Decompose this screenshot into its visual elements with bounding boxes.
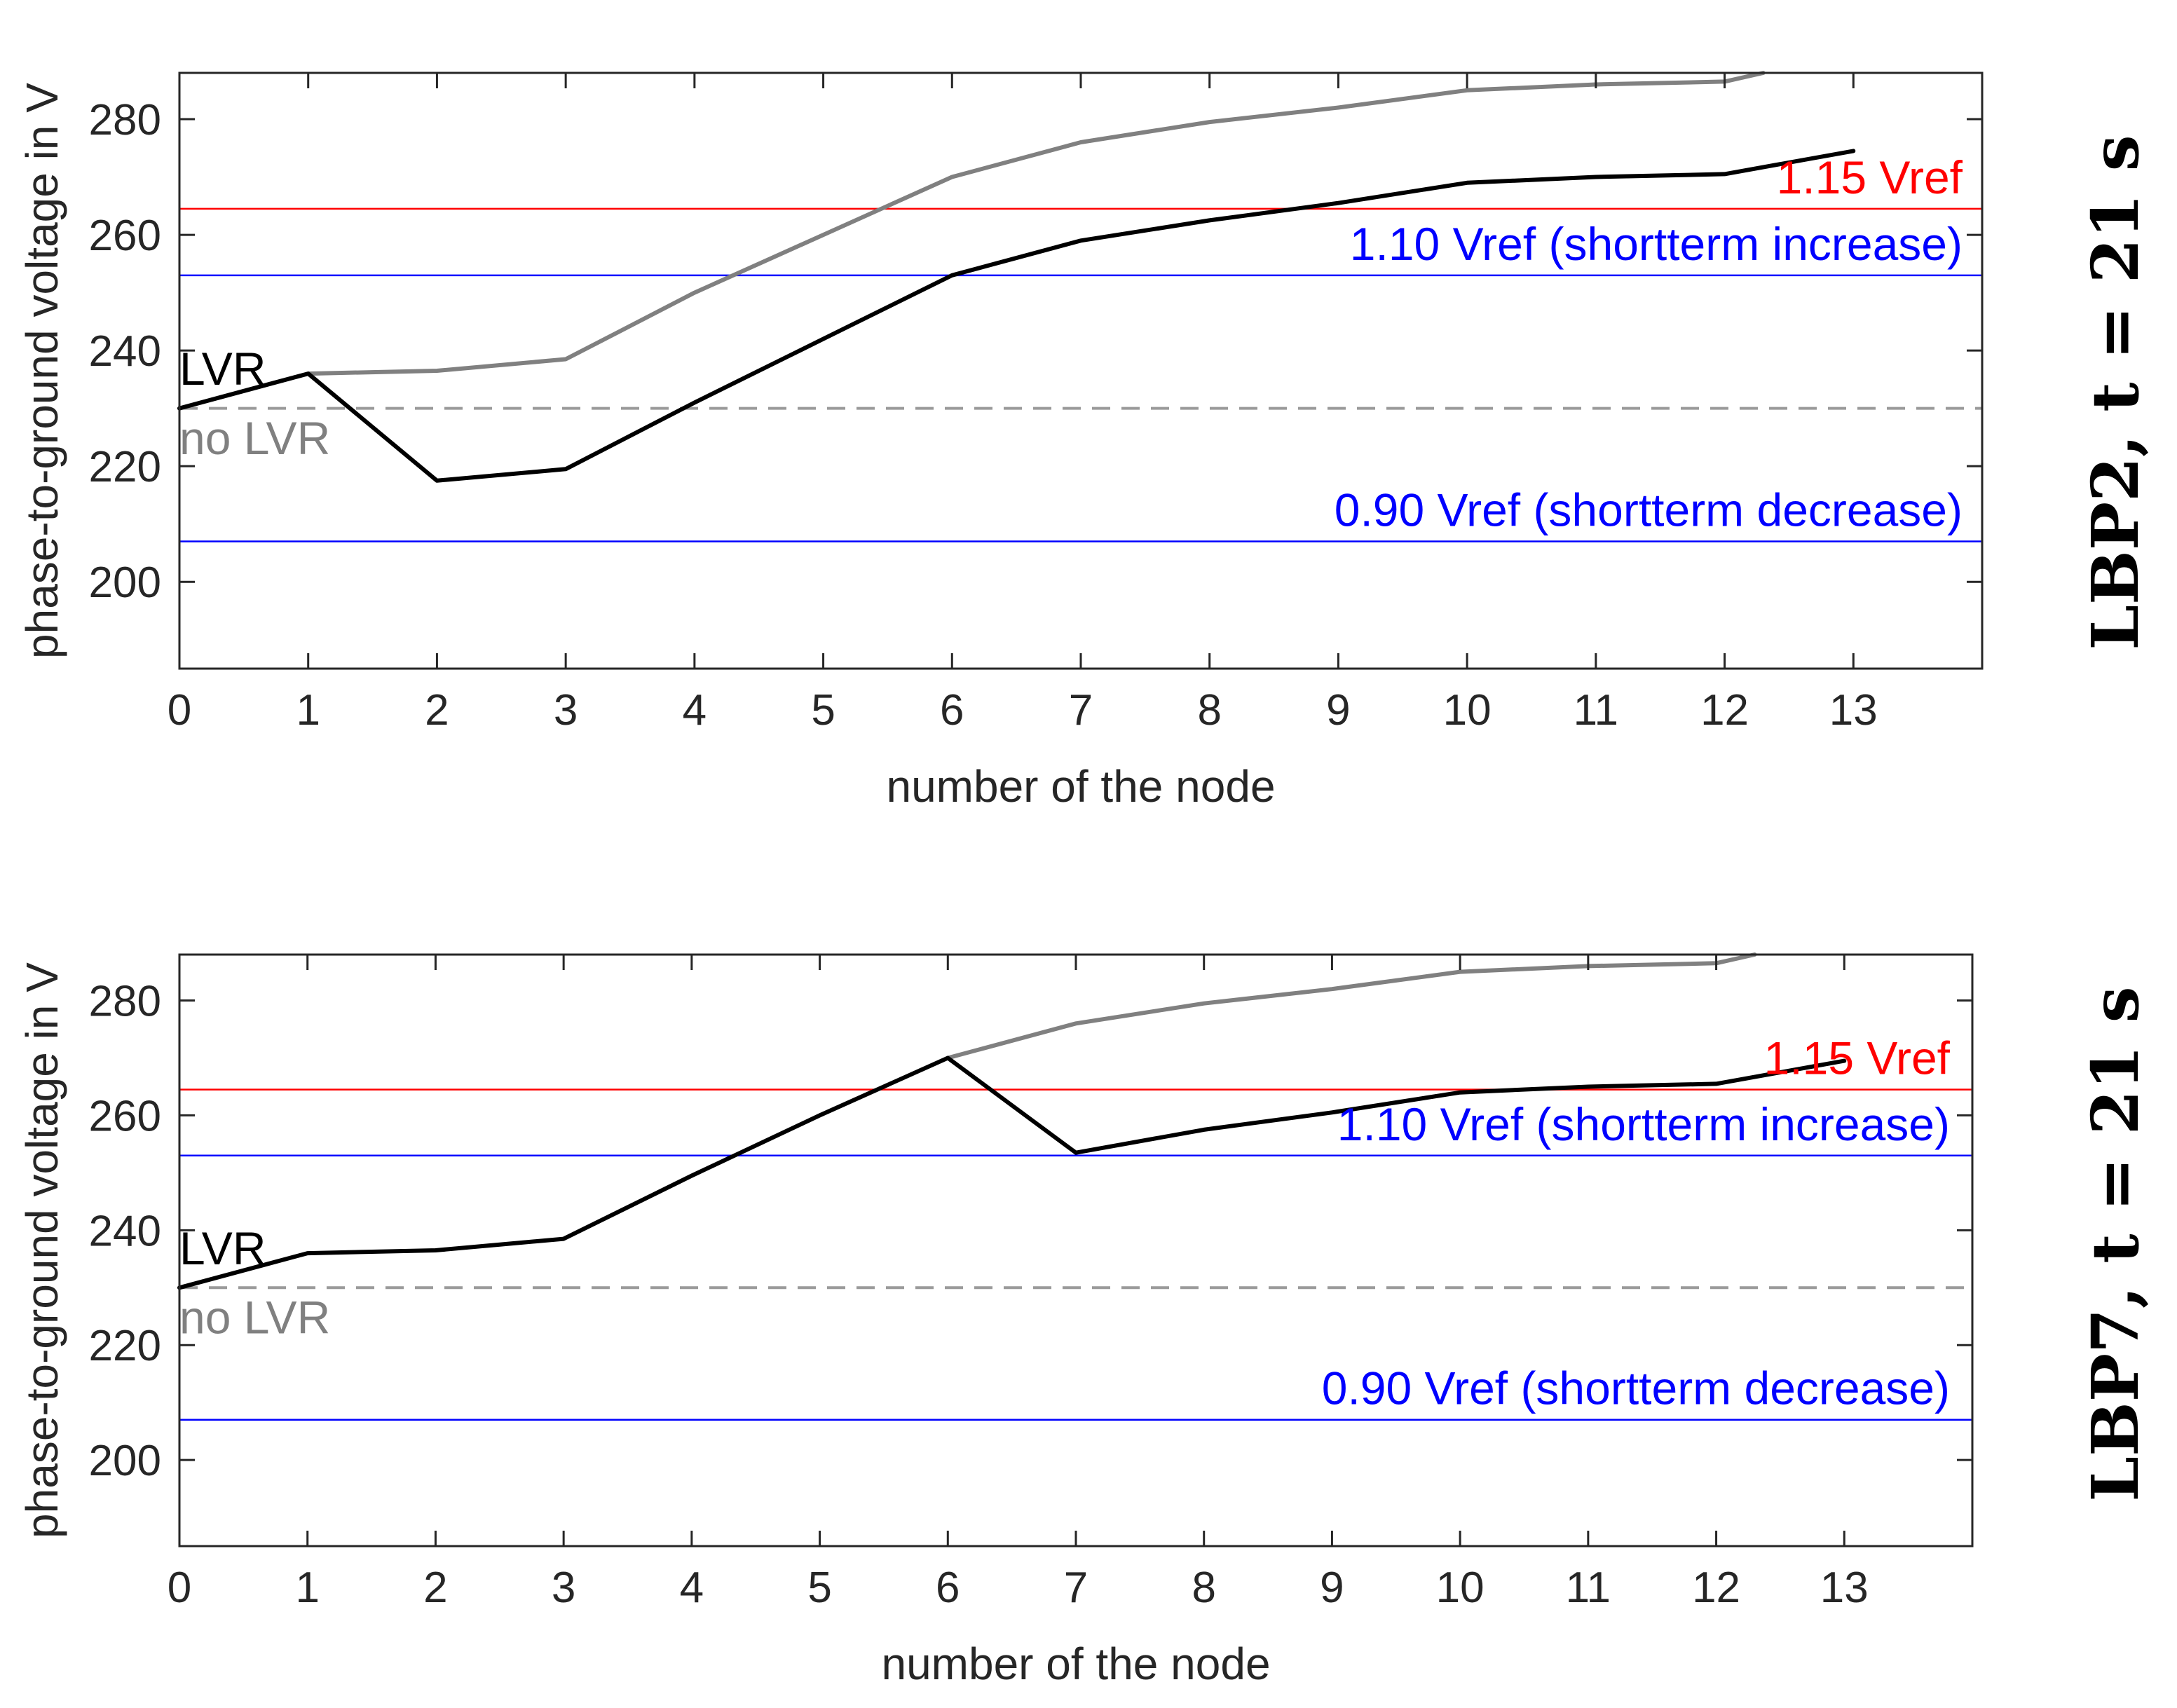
y-tick-label: 260	[89, 1092, 161, 1140]
x-tick-label: 5	[807, 1564, 831, 1612]
series-line-lvr	[177, 1055, 1847, 1290]
y-tick-label: 280	[89, 978, 161, 1026]
x-tick-label: 2	[425, 686, 449, 735]
series-line-lvr	[177, 149, 1856, 483]
x-tick-label: 13	[1820, 1564, 1869, 1612]
y-tick-label: 220	[89, 443, 161, 491]
x-tick-label: 12	[1700, 686, 1749, 735]
y-tick-label: 220	[89, 1322, 161, 1370]
series-line-no-lvr	[946, 952, 1757, 1060]
x-tick-label: 12	[1692, 1564, 1740, 1612]
y-tick-label: 280	[89, 96, 161, 144]
x-tick-label: 4	[680, 1564, 704, 1612]
x-tick-label: 13	[1829, 686, 1878, 735]
x-tick-label: 7	[1069, 686, 1093, 735]
x-tick-label: 6	[936, 1564, 960, 1612]
reference-line-label: 1.10 Vref (shortterm increase)	[1337, 1098, 1950, 1150]
x-axis-label: number of the node	[886, 761, 1275, 812]
reference-line-label: 1.15 Vref	[1764, 1032, 1951, 1084]
y-tick-label: 260	[89, 212, 161, 260]
x-tick-label: 1	[296, 686, 320, 735]
x-tick-label: 9	[1326, 686, 1350, 735]
x-tick-label: 0	[168, 1564, 191, 1612]
x-tick-label: 3	[554, 686, 578, 735]
x-tick-label: 9	[1320, 1564, 1344, 1612]
y-tick-label: 200	[89, 559, 161, 607]
x-tick-label: 4	[683, 686, 707, 735]
x-tick-label: 8	[1197, 686, 1221, 735]
series-line-no-lvr	[177, 71, 1766, 411]
reference-line-label: 1.10 Vref (shortterm increase)	[1350, 218, 1963, 270]
x-tick-label: 7	[1064, 1564, 1088, 1612]
plot-area	[179, 955, 1972, 1546]
y-tick-label: 200	[89, 1437, 161, 1485]
y-axis-label: phase-to-ground voltage in V	[17, 83, 67, 659]
chart-panel-1: 1.15 Vref 1.10 Vref (shortterm increase) 0…	[17, 71, 2153, 812]
y-tick-label: 240	[89, 1207, 161, 1255]
panel-title: LBP7, t = 21 s	[2077, 986, 2153, 1501]
reference-line-label: 0.90 Vref (shortterm decrease)	[1335, 484, 1963, 535]
x-tick-label: 11	[1566, 1564, 1611, 1612]
reference-line-label: 1.15 Vref	[1777, 151, 1963, 203]
y-axis-label: phase-to-ground voltage in V	[17, 962, 67, 1538]
y-tick-label: 240	[89, 327, 161, 376]
chart-panel-2: 1.15 Vref 1.10 Vref (shortterm increase) 0…	[17, 952, 2153, 1689]
plot-area	[179, 73, 1982, 669]
annotation-no-lvr: no LVR	[179, 412, 330, 464]
x-tick-label: 8	[1192, 1564, 1215, 1612]
x-tick-label: 1	[295, 1564, 319, 1612]
x-tick-label: 2	[423, 1564, 447, 1612]
x-tick-label: 5	[811, 686, 835, 735]
x-tick-label: 3	[552, 1564, 575, 1612]
reference-line-label: 0.90 Vref (shortterm decrease)	[1322, 1362, 1950, 1414]
x-axis-label: number of the node	[881, 1639, 1270, 1689]
annotation-no-lvr: no LVR	[179, 1291, 330, 1343]
x-tick-label: 10	[1443, 686, 1492, 735]
x-tick-label: 10	[1436, 1564, 1485, 1612]
panel-title: LBP2, t = 21 s	[2077, 135, 2153, 650]
x-tick-label: 0	[168, 686, 191, 735]
x-tick-label: 6	[940, 686, 964, 735]
x-tick-label: 11	[1574, 686, 1618, 735]
